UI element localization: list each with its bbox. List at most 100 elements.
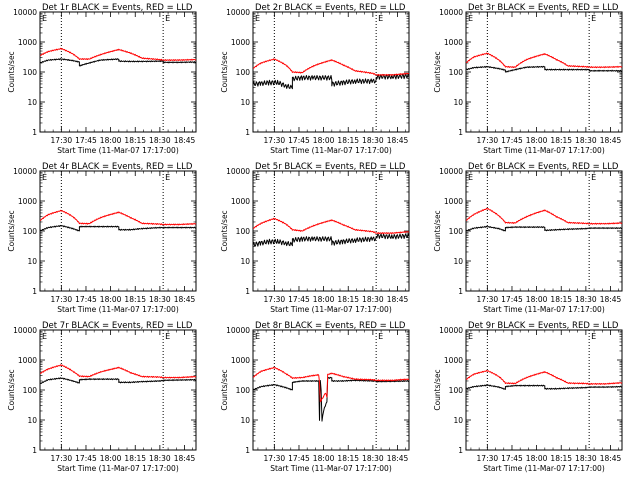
x-tick-label: 18:00 xyxy=(100,136,122,145)
x-tick-label: 17:45 xyxy=(288,454,310,463)
y-tick-label: 1000 xyxy=(231,197,250,206)
marker-e-right: E xyxy=(165,14,170,23)
y-tick-label: 1 xyxy=(245,287,250,296)
y-tick-label: 1 xyxy=(32,128,37,137)
x-tick-label: 18:30 xyxy=(149,136,171,145)
x-tick-label: 17:45 xyxy=(288,136,310,145)
y-tick-label: 100 xyxy=(449,386,464,395)
y-tick-label: 100 xyxy=(236,386,251,395)
marker-e-right: E xyxy=(591,332,596,341)
y-tick-label: 1 xyxy=(458,128,463,137)
series-events-line xyxy=(252,376,410,422)
x-tick-label: 17:30 xyxy=(51,454,73,463)
plot-frame xyxy=(39,329,197,451)
x-tick-label: 17:45 xyxy=(501,136,523,145)
x-tick-label: 18:15 xyxy=(337,295,359,304)
y-tick-label: 10 xyxy=(453,98,463,107)
x-tick-label: 18:00 xyxy=(313,136,335,145)
plot-frame xyxy=(252,170,410,292)
y-tick-label: 1000 xyxy=(18,356,37,365)
y-tick-label: 1000 xyxy=(18,38,37,47)
x-tick-label: 17:45 xyxy=(75,454,97,463)
x-tick-label: 18:00 xyxy=(526,295,548,304)
x-tick-label: 18:30 xyxy=(575,454,597,463)
y-axis-label: Counts/sec xyxy=(7,369,16,410)
x-tick-label: 18:15 xyxy=(337,454,359,463)
marker-e-right: E xyxy=(378,332,383,341)
y-tick-label: 1000 xyxy=(444,38,463,47)
y-tick-label: 10 xyxy=(27,416,37,425)
y-tick-label: 10000 xyxy=(226,326,250,335)
y-axis-label: Counts/sec xyxy=(7,210,16,251)
y-tick-label: 10 xyxy=(240,416,250,425)
y-tick-label: 100 xyxy=(236,68,251,77)
y-axis-label: Counts/sec xyxy=(7,51,16,92)
x-tick-label: 18:00 xyxy=(313,454,335,463)
x-tick-label: 18:30 xyxy=(362,136,384,145)
y-tick-label: 10000 xyxy=(13,167,37,176)
x-tick-label: 18:30 xyxy=(149,454,171,463)
y-tick-label: 10 xyxy=(453,416,463,425)
y-tick-label: 10 xyxy=(453,257,463,266)
series-events-line xyxy=(465,225,623,232)
y-tick-label: 100 xyxy=(449,68,464,77)
y-tick-label: 10000 xyxy=(439,326,463,335)
y-tick-label: 10000 xyxy=(439,8,463,17)
x-tick-label: 17:30 xyxy=(264,136,286,145)
x-axis-label: Start Time (11-Mar-07 17:17:00) xyxy=(483,305,605,314)
x-tick-label: 17:30 xyxy=(51,295,73,304)
x-tick-label: 18:15 xyxy=(337,136,359,145)
chart-panel-3: Det 3r BLACK = Events, RED = LLD 1 10 100 10… xyxy=(433,3,623,155)
x-tick-label: 18:00 xyxy=(100,295,122,304)
x-axis-label: Start Time (11-Mar-07 17:17:00) xyxy=(483,464,605,473)
y-tick-label: 10 xyxy=(27,98,37,107)
x-tick-label: 18:45 xyxy=(174,136,196,145)
y-tick-label: 100 xyxy=(236,227,251,236)
plot-frame xyxy=(465,11,623,133)
x-tick-label: 18:45 xyxy=(174,295,196,304)
x-tick-label: 18:45 xyxy=(600,136,622,145)
x-tick-label: 17:30 xyxy=(477,454,499,463)
x-tick-label: 18:30 xyxy=(362,295,384,304)
x-tick-label: 18:15 xyxy=(124,454,146,463)
y-tick-label: 100 xyxy=(23,386,38,395)
series-events-line xyxy=(465,65,623,73)
chart-panel-7: Det 7r BLACK = Events, RED = LLD 1 10 100 10… xyxy=(7,321,197,473)
marker-e-left: E xyxy=(255,14,260,23)
x-axis-label: Start Time (11-Mar-07 17:17:00) xyxy=(483,146,605,155)
chart-panel-5: Det 5r BLACK = Events, RED = LLD 1 10 100 10… xyxy=(220,162,410,314)
chart-panel-9: Det 9r BLACK = Events, RED = LLD 1 10 100 10… xyxy=(433,321,623,473)
x-tick-label: 17:30 xyxy=(51,136,73,145)
x-tick-label: 18:15 xyxy=(550,136,572,145)
marker-e-right: E xyxy=(378,14,383,23)
chart-title: Det 2r BLACK = Events, RED = LLD xyxy=(255,3,406,13)
marker-e-left: E xyxy=(42,173,47,182)
x-tick-label: 17:30 xyxy=(477,295,499,304)
x-axis-label: Start Time (11-Mar-07 17:17:00) xyxy=(57,305,179,314)
chart-panel-8: Det 8r BLACK = Events, RED = LLD 1 10 100 10… xyxy=(220,321,410,473)
chart-title: Det 3r BLACK = Events, RED = LLD xyxy=(468,3,619,13)
x-tick-label: 18:00 xyxy=(526,136,548,145)
y-axis-label: Counts/sec xyxy=(220,369,229,410)
series-events-line xyxy=(252,73,410,90)
x-axis-label: Start Time (11-Mar-07 17:17:00) xyxy=(270,464,392,473)
series-events-line xyxy=(252,233,410,247)
x-axis-label: Start Time (11-Mar-07 17:17:00) xyxy=(270,305,392,314)
x-tick-label: 18:00 xyxy=(313,295,335,304)
x-tick-label: 18:45 xyxy=(387,454,409,463)
chart-panel-1: Det 1r BLACK = Events, RED = LLD 1 10 100 10… xyxy=(7,3,197,155)
x-tick-label: 18:15 xyxy=(124,295,146,304)
x-tick-label: 18:30 xyxy=(362,454,384,463)
x-tick-label: 17:45 xyxy=(501,454,523,463)
marker-e-right: E xyxy=(165,332,170,341)
y-tick-label: 1000 xyxy=(231,356,250,365)
y-tick-label: 10000 xyxy=(439,167,463,176)
plot-frame xyxy=(39,11,197,133)
y-tick-label: 10000 xyxy=(13,8,37,17)
y-tick-label: 1 xyxy=(32,287,37,296)
y-tick-label: 10 xyxy=(240,98,250,107)
marker-e-left: E xyxy=(468,14,473,23)
y-tick-label: 1 xyxy=(458,287,463,296)
series-lld-line xyxy=(39,209,197,226)
marker-e-left: E xyxy=(468,332,473,341)
